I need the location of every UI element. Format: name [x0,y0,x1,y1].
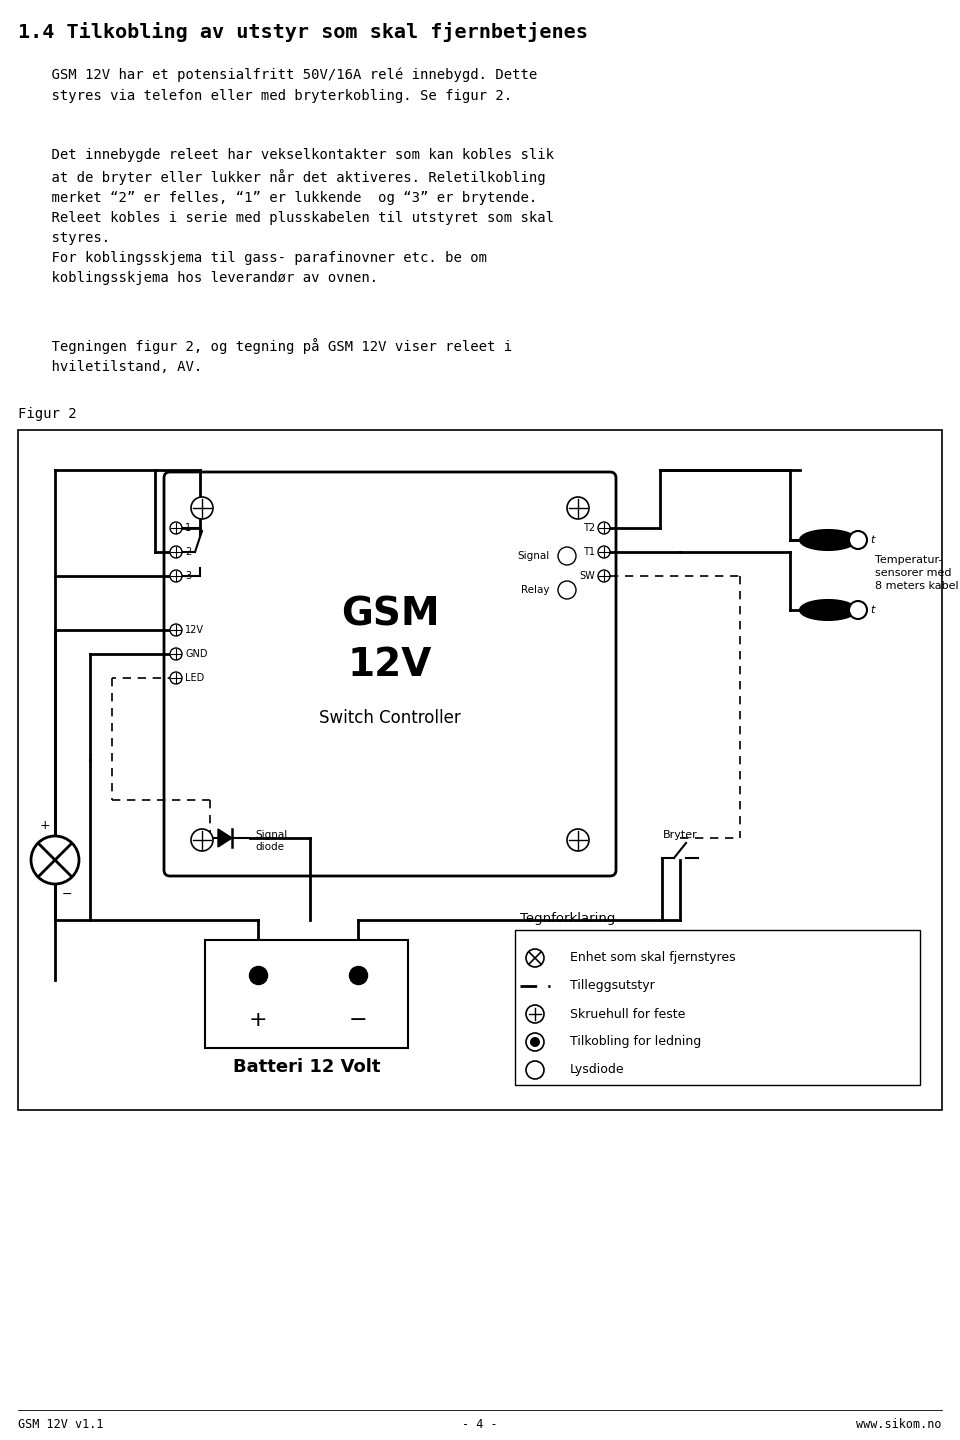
Circle shape [31,837,79,884]
Circle shape [170,624,182,636]
Text: 3: 3 [185,572,191,580]
Bar [205,940,408,1048]
Text: GSM 12V har et potensialfritt 50V/16A relé innebygd. Dette
    styres via telefo: GSM 12V har et potensialfritt 50V/16A re… [18,68,538,102]
Circle shape [170,521,182,534]
Circle shape [849,531,867,549]
Text: www.sikom.no: www.sikom.no [856,1418,942,1431]
Circle shape [191,829,213,851]
Text: SW: SW [579,572,595,580]
Circle shape [526,1005,544,1022]
Text: 1.4 Tilkobling av utstyr som skal fjernbetjenes: 1.4 Tilkobling av utstyr som skal fjernb… [18,22,588,42]
Text: Lysdiode: Lysdiode [570,1064,625,1077]
Text: Enhet som skal fjernstyres: Enhet som skal fjernstyres [570,952,735,965]
Ellipse shape [800,600,856,621]
Circle shape [567,829,589,851]
Circle shape [598,521,610,534]
Text: Det innebygde releet har vekselkontakter som kan kobles slik
    at de bryter el: Det innebygde releet har vekselkontakter… [18,148,554,285]
Text: Switch Controller: Switch Controller [319,708,461,727]
Text: GSM: GSM [341,596,440,634]
Circle shape [170,570,182,582]
Text: Figur 2: Figur 2 [18,408,77,420]
Circle shape [170,546,182,557]
Circle shape [526,1061,544,1079]
Text: Relay: Relay [521,585,550,595]
Text: +: + [39,819,50,832]
Text: 1: 1 [185,523,191,533]
Circle shape [526,1032,544,1051]
Text: +: + [249,1009,267,1030]
Text: t: t [870,536,875,544]
Circle shape [849,600,867,619]
Text: −: − [348,1009,368,1030]
Circle shape [558,580,576,599]
Text: Tilkobling for ledning: Tilkobling for ledning [570,1035,701,1048]
Ellipse shape [800,530,856,550]
Text: Temperatur-
sensorer med
8 meters kabel: Temperatur- sensorer med 8 meters kabel [875,554,959,590]
Circle shape [526,949,544,968]
Circle shape [558,547,576,564]
Circle shape [567,497,589,518]
FancyBboxPatch shape [164,472,616,876]
Text: Signal
diode: Signal diode [255,829,287,852]
Bar [18,431,942,1110]
Text: Batteri 12 Volt: Batteri 12 Volt [232,1058,380,1076]
Text: Tilleggsutstyr: Tilleggsutstyr [570,979,655,992]
Circle shape [170,648,182,660]
Circle shape [598,546,610,557]
Text: −: − [61,888,72,901]
Text: GND: GND [185,649,207,660]
Text: - 4 -: - 4 - [462,1418,498,1431]
Text: Skruehull for feste: Skruehull for feste [570,1008,685,1021]
Text: Bryter: Bryter [662,829,697,840]
Text: Tegningen figur 2, og tegning på GSM 12V viser releet i
    hviletilstand, AV.: Tegningen figur 2, og tegning på GSM 12V… [18,338,512,374]
Bar [515,930,920,1084]
Circle shape [170,672,182,684]
Text: T1: T1 [583,547,595,557]
Circle shape [598,570,610,582]
Text: 2: 2 [185,547,191,557]
Text: GSM 12V v1.1: GSM 12V v1.1 [18,1418,104,1431]
Text: T2: T2 [583,523,595,533]
Circle shape [530,1037,540,1047]
Polygon shape [218,829,232,847]
Text: Signal: Signal [517,552,550,562]
Text: LED: LED [185,672,204,683]
Text: 12V: 12V [185,625,204,635]
Text: t: t [870,605,875,615]
Text: 12V: 12V [348,647,432,684]
Circle shape [191,497,213,518]
Text: Tegnforklaring: Tegnforklaring [520,912,615,924]
